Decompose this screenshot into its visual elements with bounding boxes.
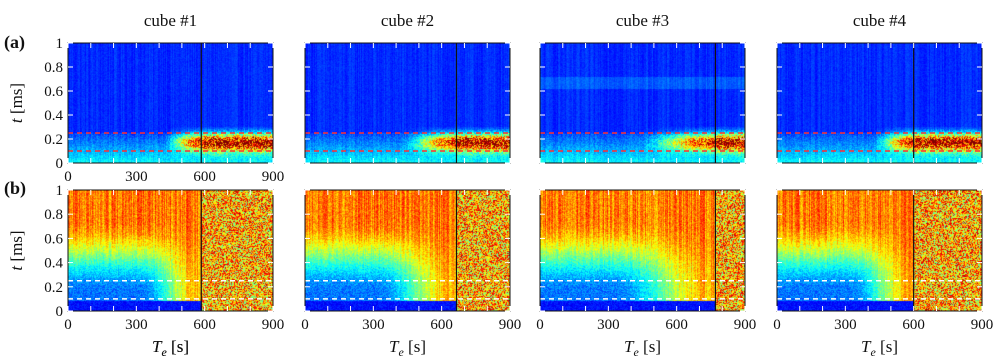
x-axis-label: Te [s] (861, 337, 898, 359)
xtick-label: 600 (665, 317, 688, 333)
xtick-label: 0 (773, 317, 781, 333)
heatmap-panel-a-3 (539, 42, 746, 164)
xtick-label: 300 (834, 317, 857, 333)
row-label-a: (a) (4, 32, 25, 53)
x-axis-symbol: T (152, 337, 163, 356)
ytick-label: 0.4 (44, 108, 63, 124)
xtick-label: 0 (64, 317, 72, 333)
xtick-label: 900 (971, 317, 994, 333)
panel-frame (304, 189, 511, 312)
x-axis-symbol: T (152, 337, 163, 356)
heatmap-image (777, 43, 982, 163)
x-axis-symbol: T (624, 337, 635, 356)
ytick-label: 0.2 (44, 132, 63, 148)
y-axis-unit: [ms] (7, 83, 26, 118)
xtick-label: 600 (902, 317, 925, 333)
x-axis-subscript: e (161, 345, 167, 359)
heatmap-panel-b-4 (776, 189, 983, 312)
x-axis-label: Te [s] (624, 337, 661, 359)
ytick-label: 0 (56, 156, 64, 172)
heatmap-panels (67, 42, 983, 312)
xtick-label: 600 (193, 317, 216, 333)
xtick-label: 0 (536, 317, 544, 333)
x-axis-unit: [s] (639, 337, 661, 356)
panel-frame (67, 189, 274, 312)
x-axis-subscript: e (870, 345, 876, 359)
xtick-label: 900 (262, 317, 285, 333)
x-axis-label: Te [s] (152, 337, 189, 359)
heatmap-image (540, 190, 745, 311)
column-title: cube #2 (381, 11, 434, 30)
heatmap-panel-b-2 (304, 189, 511, 312)
heatmap-panel-a-4 (776, 42, 983, 164)
ytick-label: 0.6 (44, 231, 63, 247)
ytick-label: 1 (56, 183, 64, 199)
heatmap-image (68, 190, 273, 311)
xtick-label: 300 (125, 169, 148, 185)
heatmap-panel-b-1 (67, 189, 274, 312)
ytick-label: 1 (56, 36, 64, 52)
xtick-label: 0 (301, 317, 309, 333)
heatmap-image (305, 43, 510, 163)
y-axis-symbol: t (7, 117, 26, 123)
x-axis-symbol: T (389, 337, 400, 356)
y-axis-unit: [ms] (7, 230, 26, 265)
x-axis-subscript: e (161, 345, 167, 359)
ytick-label: 0.2 (44, 280, 63, 296)
panel-frame (776, 189, 983, 312)
x-axis-label: Te [s] (152, 337, 189, 359)
x-axis-unit: [s] (404, 337, 426, 356)
heatmap-image (305, 190, 510, 311)
heatmap-image (540, 43, 745, 163)
x-axis-unit: [s] (876, 337, 898, 356)
ytick-label: 0.8 (44, 60, 63, 76)
xtick-label: 900 (734, 317, 757, 333)
panel-frame (539, 189, 746, 312)
column-title: cube #1 (144, 11, 197, 30)
row-label-b: (b) (4, 178, 26, 199)
xtick-label: 900 (262, 169, 285, 185)
xtick-label: 300 (597, 317, 620, 333)
xtick-label: 300 (362, 317, 385, 333)
x-axis-unit: [s] (167, 337, 189, 356)
heatmap-panel-a-1 (67, 42, 274, 164)
panel-frame (539, 42, 746, 164)
heatmap-image (68, 43, 273, 163)
ytick-label: 0 (56, 304, 64, 320)
xtick-label: 900 (499, 317, 522, 333)
panel-frame (304, 42, 511, 164)
x-axis-label: Te [s] (389, 337, 426, 359)
x-axis-unit: [s] (167, 337, 189, 356)
y-axis-label-a: t [ms] (7, 83, 26, 123)
x-axis-subscript: e (633, 345, 639, 359)
y-axis-symbol: t (7, 265, 26, 271)
heatmap-panel-b-3 (539, 189, 746, 312)
column-title: cube #4 (853, 11, 907, 30)
x-axis-symbol: T (861, 337, 872, 356)
panel-frame (67, 42, 274, 164)
y-axis-label-b: t [ms] (7, 230, 26, 270)
column-title: cube #3 (616, 11, 669, 30)
panel-frame (776, 42, 983, 164)
heatmap-panel-a-2 (304, 42, 511, 164)
ytick-label: 0.8 (44, 207, 63, 223)
ytick-label: 0.6 (44, 84, 63, 100)
x-axis-subscript: e (398, 345, 404, 359)
xtick-label: 600 (193, 169, 216, 185)
xtick-label: 0 (64, 169, 72, 185)
heatmap-image (777, 190, 982, 311)
ytick-label: 0.4 (44, 256, 63, 272)
xtick-label: 600 (430, 317, 453, 333)
xtick-label: 300 (125, 317, 148, 333)
